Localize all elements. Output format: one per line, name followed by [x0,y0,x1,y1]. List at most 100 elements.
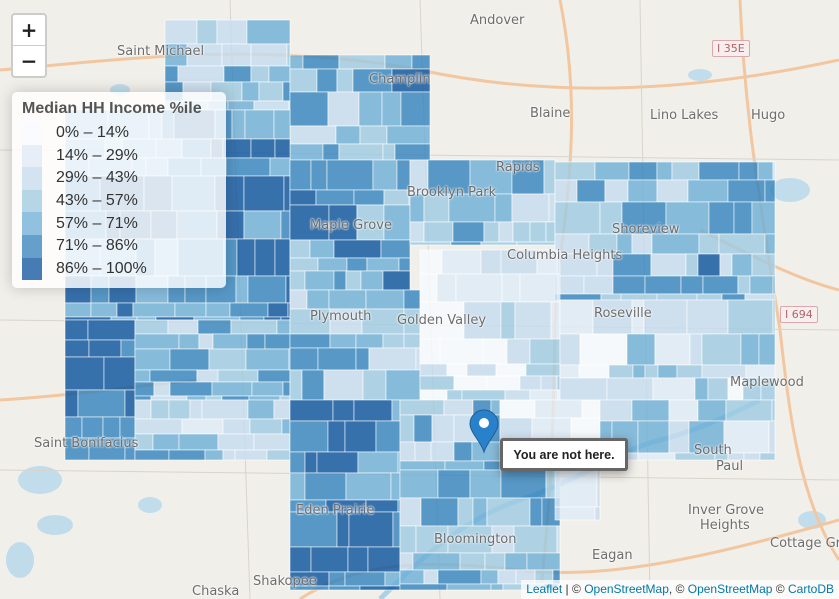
census-tract [604,179,629,203]
census-tract [120,339,136,358]
census-tract [332,399,355,422]
census-tract [437,569,482,585]
census-tract [372,159,398,191]
attribution-osm-link-2[interactable]: OpenStreetMap [687,582,773,596]
census-tract [559,333,581,366]
census-tract [519,375,542,391]
legend-label: 0% – 14% [56,124,129,142]
census-tract [504,389,531,401]
census-tract [436,273,457,303]
census-tract [269,157,291,177]
census-tract [134,369,151,383]
census-tract [136,316,157,321]
census-tract [480,249,502,275]
census-tract [446,389,463,401]
census-tract [316,68,338,93]
census-tract [463,301,502,340]
census-tract [64,339,90,358]
census-tract [399,583,448,591]
marker-pin-icon[interactable] [469,409,499,454]
census-tract [439,338,484,365]
marker-dot [479,418,489,428]
census-tract [526,552,561,571]
census-tract [355,333,384,349]
census-tract [409,193,425,223]
census-tract [612,275,646,295]
census-tract [497,569,517,585]
census-tract [365,289,405,310]
census-tract [375,420,401,453]
census-tract [656,179,689,203]
census-tract [289,68,318,93]
census-tract [512,221,531,243]
census-tract [289,546,312,573]
census-tract [718,233,766,255]
census-tract [327,91,360,127]
census-tract [413,414,433,443]
zoom-in-button[interactable]: + [20,18,38,42]
census-tract [362,369,387,401]
census-tract [346,257,368,272]
census-tract [600,293,622,301]
attribution-osm-link-1[interactable]: OpenStreetMap [584,582,669,596]
census-tract [529,338,561,365]
census-tract [596,253,614,277]
census-tract [459,552,486,571]
census-tract [495,363,527,377]
census-tract [409,241,452,246]
census-tract [348,511,394,548]
census-tract [554,201,601,235]
census-tract [134,399,152,420]
census-tract [511,159,545,195]
census-tract [656,161,673,181]
census-tract [599,399,633,422]
census-tract [764,233,776,255]
census-tract [733,201,753,235]
census-tract [737,275,751,295]
census-tract [499,399,536,419]
census-tract [554,506,596,521]
census-tract [248,395,281,401]
attribution-leaflet-link[interactable]: Leaflet [526,582,563,596]
census-tract [250,43,288,67]
census-tract [480,569,499,585]
census-tract [559,299,594,335]
census-tract [514,301,552,340]
census-tract [196,19,218,45]
census-tract [578,364,610,379]
census-tract [725,399,773,422]
legend-swatch [22,122,42,145]
census-tract [88,339,122,358]
census-tract [743,452,761,461]
census-tract [178,433,219,451]
legend-item: 29% – 43% [22,167,216,190]
census-tract [236,238,256,277]
zoom-out-button[interactable]: − [13,45,45,76]
census-tract [543,159,556,195]
census-tract [757,161,774,181]
census-tract [721,293,746,301]
census-tract [344,571,386,587]
census-tract [671,161,700,181]
census-tract [676,364,703,379]
census-tract [701,364,747,379]
census-tract [186,395,207,401]
census-tract [169,381,213,397]
census-tract [453,375,488,391]
census-tract [399,460,446,471]
census-tract [483,221,500,243]
census-tract [316,451,359,474]
census-tract [244,109,275,140]
census-tract [403,333,421,349]
census-tract [391,399,401,422]
census-tract [254,238,276,277]
census-tract [134,348,171,371]
census-tract [714,452,729,461]
census-tract [685,253,699,277]
census-tract [419,363,448,377]
attribution-carto-link[interactable]: CartoDB [787,582,834,596]
census-tract [403,289,421,310]
location-marker[interactable] [469,409,499,454]
census-tract [164,43,188,67]
